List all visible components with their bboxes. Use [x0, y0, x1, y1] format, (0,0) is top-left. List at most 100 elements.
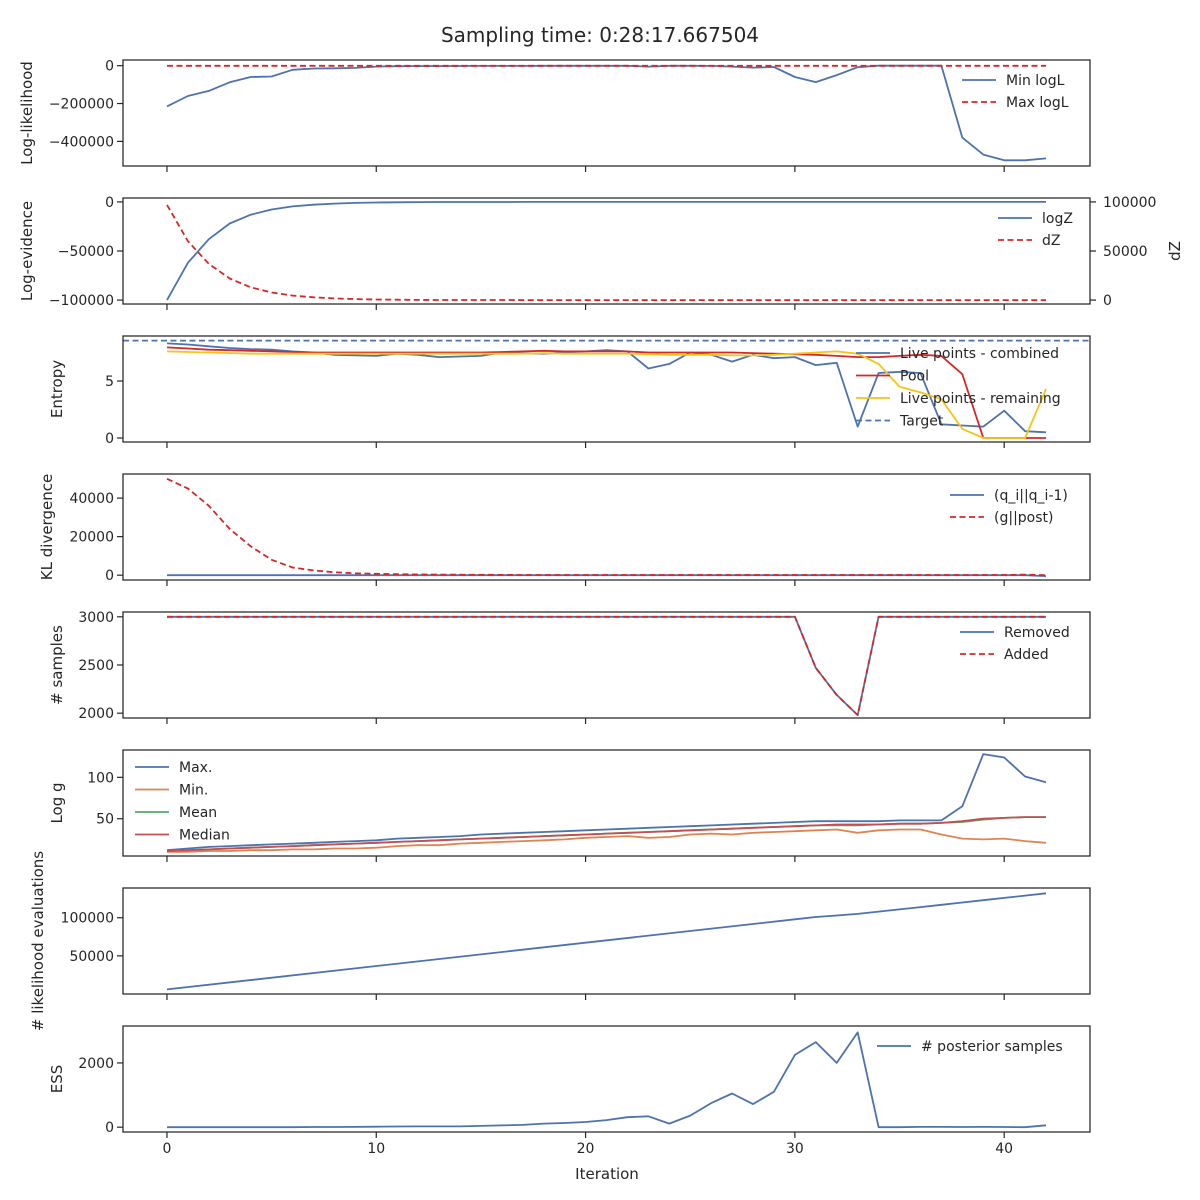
series-line--g-post-: [166, 477, 1047, 577]
legend-label: Mean: [179, 805, 217, 821]
axes-frame: [122, 611, 1091, 719]
legend: # posterior samples: [877, 1039, 1063, 1055]
series-line-max-: [166, 753, 1047, 852]
series-group: [167, 1031, 1047, 1129]
legend-label: Added: [1004, 647, 1049, 663]
series-line-pool: [166, 346, 1046, 439]
series-line--posterior-samples: [167, 1031, 1047, 1129]
y2-tick-label: 50000: [1103, 244, 1148, 260]
panel-6: 50 100 Log g Max. Min. Mean Median: [48, 749, 1091, 862]
y-tick-label: 2500: [78, 658, 114, 674]
axes-frame: [122, 1025, 1091, 1133]
series-group: [167, 615, 1046, 716]
series-line-min-logl: [166, 64, 1047, 162]
legend-label: Min.: [179, 783, 208, 799]
y-tick-label: −200000: [49, 97, 114, 113]
y-tick-label: −50000: [58, 244, 114, 260]
y-axis-label: Log g: [48, 782, 66, 823]
series-group: [166, 753, 1047, 853]
x-tick-label: 20: [577, 1141, 595, 1157]
legend-label: (q_i||q_i-1): [994, 488, 1068, 504]
x-tick-label: 0: [162, 1141, 171, 1157]
series-group: [166, 892, 1047, 991]
legend-label: Max.: [179, 760, 212, 776]
series-group: [166, 477, 1047, 577]
axes-frame: [122, 749, 1091, 857]
legend-label: # posterior samples: [921, 1039, 1063, 1055]
y-tick-label: 20000: [69, 530, 114, 546]
series-group: [123, 339, 1090, 439]
y-tick-label: 100000: [61, 911, 114, 927]
panel-4: 0 20000 40000 KL divergence (q_i||q_i-1) (g||…: [38, 473, 1091, 586]
y-axis-label: ESS: [48, 1065, 66, 1094]
legend-label: Removed: [1004, 625, 1070, 641]
legend: (q_i||q_i-1) (g||post): [950, 488, 1068, 526]
y-tick-label: 0: [105, 59, 114, 75]
series-group: [166, 200, 1046, 302]
y2-tick-label: 100000: [1103, 195, 1156, 211]
series-line-live-points-remaining: [166, 350, 1047, 439]
y-tick-label: 50000: [69, 949, 114, 965]
panel-8: 0 10 20 30 40 0 2000 ESS # posterior samples: [48, 1025, 1091, 1157]
y-axis-label: Entropy: [48, 360, 66, 418]
y-tick-label: 50: [96, 812, 114, 828]
y-tick-label: 40000: [69, 491, 114, 507]
y-tick-label: 0: [105, 1120, 114, 1136]
panels: 0 −200000 −400000 Log-likelihood Min logL Max…: [18, 59, 1184, 1157]
y-axis-label: Log-likelihood: [18, 61, 36, 165]
legend-label: dZ: [1042, 233, 1060, 249]
axes-frame: [122, 473, 1091, 581]
series-line-0: [166, 892, 1047, 991]
y-axis-label: # samples: [48, 625, 66, 705]
legend-label: Pool: [900, 369, 929, 385]
y-tick-label: 2000: [78, 706, 114, 722]
panel-1: 0 −200000 −400000 Log-likelihood Min logL Max…: [18, 59, 1091, 172]
axes-frame: [122, 887, 1091, 995]
legend-label: (g||post): [994, 510, 1053, 526]
legend: Min logL Max logL: [962, 73, 1069, 111]
panel-7: 50000 100000 # likelihood evaluations: [29, 851, 1091, 1031]
y-axis-label: Log-evidence: [18, 201, 36, 301]
x-axis-label: Iteration: [575, 1165, 639, 1183]
y-axis-label: # likelihood evaluations: [29, 851, 47, 1031]
legend: logZ dZ: [998, 211, 1073, 249]
legend-label: Target: [899, 414, 944, 430]
panel-2: 0 −50000 −100000 0 50000 100000 dZ Log-evidence…: [18, 195, 1184, 310]
legend: Live points - combined Pool Live points - …: [856, 346, 1061, 430]
panel-5: 2000 2500 3000 # samples Removed Added: [48, 610, 1091, 724]
series-line-min-: [167, 828, 1047, 853]
y-tick-label: 0: [105, 431, 114, 447]
secondary-y-axis-label: dZ: [1166, 241, 1184, 261]
x-tick-label: 30: [786, 1141, 804, 1157]
y-tick-label: 0: [105, 568, 114, 584]
y-tick-label: −400000: [49, 134, 114, 150]
axes-frame: [122, 335, 1091, 443]
y-tick-label: 2000: [78, 1056, 114, 1072]
y-axis-label: KL divergence: [38, 474, 56, 580]
y-tick-label: −100000: [49, 293, 114, 309]
series-line-removed: [167, 615, 1046, 716]
x-tick-label: 10: [367, 1141, 385, 1157]
y2-tick-label: 0: [1103, 293, 1112, 309]
y-tick-label: 5: [105, 374, 114, 390]
legend-label: Live points - remaining: [900, 391, 1061, 407]
y-tick-label: 0: [105, 195, 114, 211]
legend-label: Median: [179, 828, 230, 844]
axes-frame: [122, 59, 1091, 167]
legend-label: Max logL: [1006, 95, 1069, 111]
series-line-median: [166, 816, 1046, 852]
series-line-logz: [166, 200, 1046, 301]
figure-title: Sampling time: 0:28:17.667504: [441, 23, 759, 47]
legend: Removed Added: [960, 625, 1070, 663]
series-group: [166, 64, 1047, 162]
legend-label: Live points - combined: [900, 346, 1059, 362]
y-tick-label: 3000: [78, 610, 114, 626]
legend: Max. Min. Mean Median: [135, 760, 230, 844]
legend-label: logZ: [1042, 211, 1073, 227]
x-tick-label: 40: [995, 1141, 1013, 1157]
y-tick-label: 100: [87, 770, 114, 786]
legend-label: Min logL: [1006, 73, 1065, 89]
series-line-added: [167, 615, 1046, 716]
